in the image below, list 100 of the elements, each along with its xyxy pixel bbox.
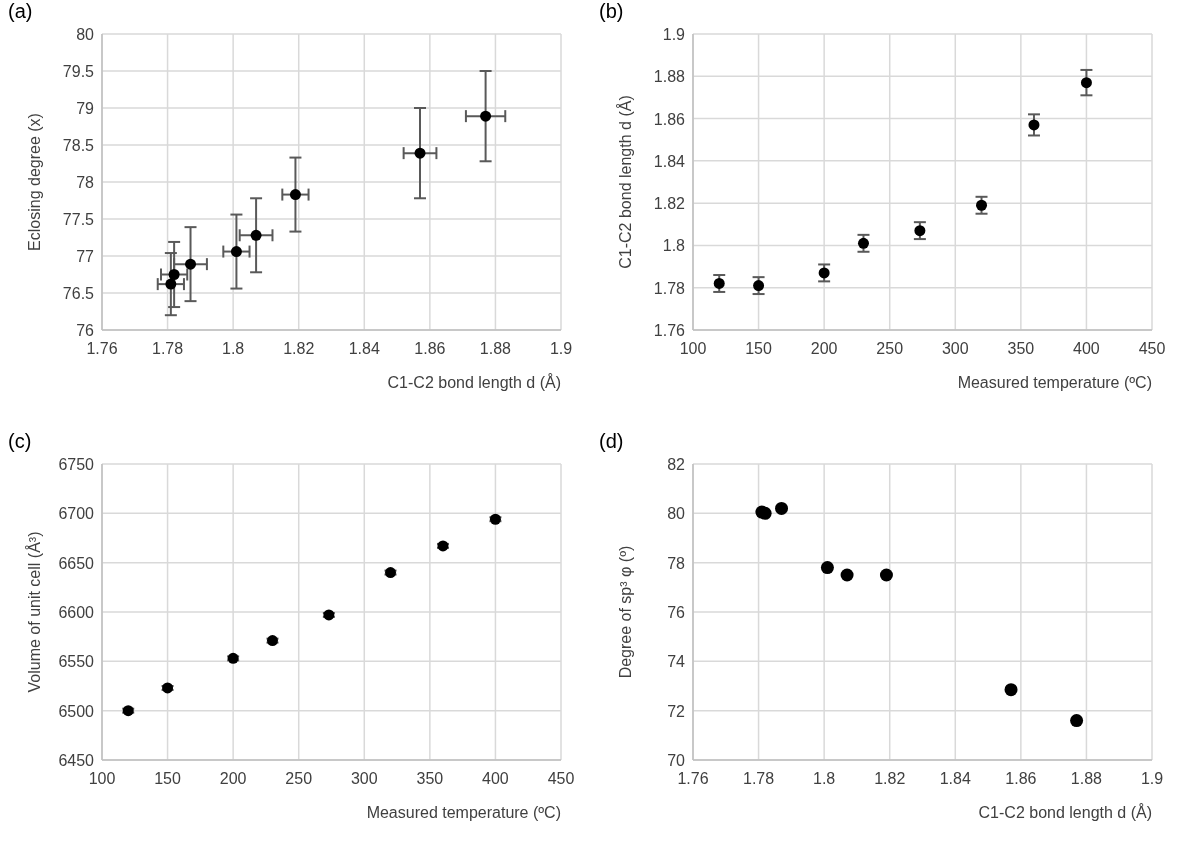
y-tick-label: 6550 <box>58 653 95 671</box>
y-tick-label: 1.88 <box>653 68 686 86</box>
chart-title: (c) <box>8 430 32 452</box>
point <box>840 568 854 582</box>
x-tick-label: 350 <box>416 770 444 787</box>
point <box>775 501 789 515</box>
chart-title: (b) <box>599 0 624 22</box>
y-tick-label: 1.86 <box>653 110 686 128</box>
y-tick-label: 70 <box>667 752 686 769</box>
y-tick-label: 76.5 <box>62 285 95 302</box>
y-axis-title: Eclosing degree (x) <box>26 113 43 251</box>
point <box>1028 119 1040 131</box>
y-tick-label: 6650 <box>58 554 95 572</box>
x-tick-label: 1.78 <box>152 340 184 357</box>
point <box>1004 683 1018 697</box>
x-tick-label: 300 <box>941 340 969 357</box>
x-tick-label: 1.82 <box>874 770 906 787</box>
point <box>1070 714 1084 728</box>
x-tick-label: 1.9 <box>549 340 573 357</box>
x-tick-label: 350 <box>1007 340 1035 357</box>
y-tick-label: 77.5 <box>62 211 95 228</box>
y-tick-label: 79 <box>76 100 95 117</box>
y-tick-label: 80 <box>667 505 686 523</box>
point <box>227 652 239 664</box>
point <box>879 568 893 582</box>
x-tick-label: 1.84 <box>939 770 971 787</box>
point <box>437 540 449 552</box>
x-tick-label: 150 <box>745 340 773 357</box>
x-tick-label: 250 <box>876 340 904 357</box>
point <box>289 189 301 201</box>
x-axis-title: C1-C2 bond length d (Å) <box>387 373 561 391</box>
x-tick-label: 1.84 <box>348 340 380 357</box>
y-tick-label: 76 <box>76 322 95 339</box>
point <box>753 280 765 292</box>
x-tick-label: 1.8 <box>222 340 245 357</box>
x-tick-label: 100 <box>679 340 707 357</box>
y-tick-label: 74 <box>667 653 686 671</box>
x-tick-label: 1.88 <box>479 340 512 357</box>
point <box>250 229 262 241</box>
chart-title: (a) <box>8 0 33 22</box>
point <box>976 199 988 211</box>
x-tick-label: 1.86 <box>1005 770 1037 787</box>
x-tick-label: 1.86 <box>414 340 446 357</box>
x-tick-label: 100 <box>88 770 116 787</box>
point <box>489 513 501 525</box>
y-tick-label: 6750 <box>58 456 95 473</box>
point <box>122 705 134 717</box>
y-tick-label: 78 <box>76 174 95 191</box>
x-tick-label: 400 <box>1073 340 1100 357</box>
x-axis-title: Measured temperature (ºC) <box>957 374 1152 391</box>
x-tick-label: 300 <box>350 770 378 787</box>
y-tick-label: 78 <box>667 554 686 572</box>
chart-title: (d) <box>599 430 624 452</box>
x-tick-label: 1.88 <box>1070 770 1103 787</box>
point <box>1080 77 1092 89</box>
point <box>168 269 180 280</box>
point <box>323 609 335 621</box>
point <box>818 267 830 279</box>
x-tick-label: 1.82 <box>283 340 315 357</box>
x-tick-label: 200 <box>219 770 247 787</box>
point <box>165 278 177 290</box>
x-axis-title: C1-C2 bond length d (Å) <box>978 803 1152 821</box>
x-tick-label: 400 <box>482 770 509 787</box>
y-axis-title: Volume of unit cell (Å³) <box>25 531 43 693</box>
x-tick-label: 200 <box>810 340 838 357</box>
y-tick-label: 76 <box>667 604 686 621</box>
point <box>230 246 242 258</box>
y-tick-label: 1.8 <box>662 237 686 255</box>
x-tick-label: 1.78 <box>743 770 775 787</box>
y-tick-label: 1.9 <box>662 26 686 43</box>
y-tick-label: 6500 <box>58 702 95 720</box>
x-tick-label: 450 <box>547 770 575 787</box>
point <box>480 110 492 122</box>
x-tick-label: 150 <box>154 770 182 787</box>
y-tick-label: 79.5 <box>62 63 95 80</box>
y-tick-label: 1.82 <box>653 195 686 213</box>
y-tick-label: 6450 <box>58 752 95 769</box>
y-axis-title: Degree of sp³ φ (º) <box>617 545 634 679</box>
y-tick-label: 1.78 <box>653 279 686 297</box>
y-tick-label: 6600 <box>58 604 95 621</box>
x-tick-label: 1.8 <box>813 770 836 787</box>
x-tick-label: 450 <box>1138 340 1166 357</box>
point <box>857 237 869 249</box>
y-tick-label: 82 <box>667 456 686 473</box>
y-axis-title: C1-C2 bond length d (Å) <box>616 95 634 269</box>
y-tick-label: 72 <box>667 702 686 720</box>
y-tick-label: 1.84 <box>653 152 686 170</box>
y-tick-label: 77 <box>76 248 95 265</box>
x-tick-label: 250 <box>285 770 313 787</box>
x-tick-label: 1.9 <box>1140 770 1164 787</box>
point <box>914 225 926 237</box>
y-tick-label: 6700 <box>58 505 95 523</box>
y-tick-label: 1.76 <box>653 322 686 339</box>
y-tick-label: 80 <box>76 26 95 43</box>
point <box>820 561 834 575</box>
point <box>713 277 725 289</box>
y-tick-label: 78.5 <box>62 137 95 154</box>
point <box>414 147 426 159</box>
point <box>185 258 197 270</box>
x-axis-title: Measured temperature (ºC) <box>366 804 561 821</box>
